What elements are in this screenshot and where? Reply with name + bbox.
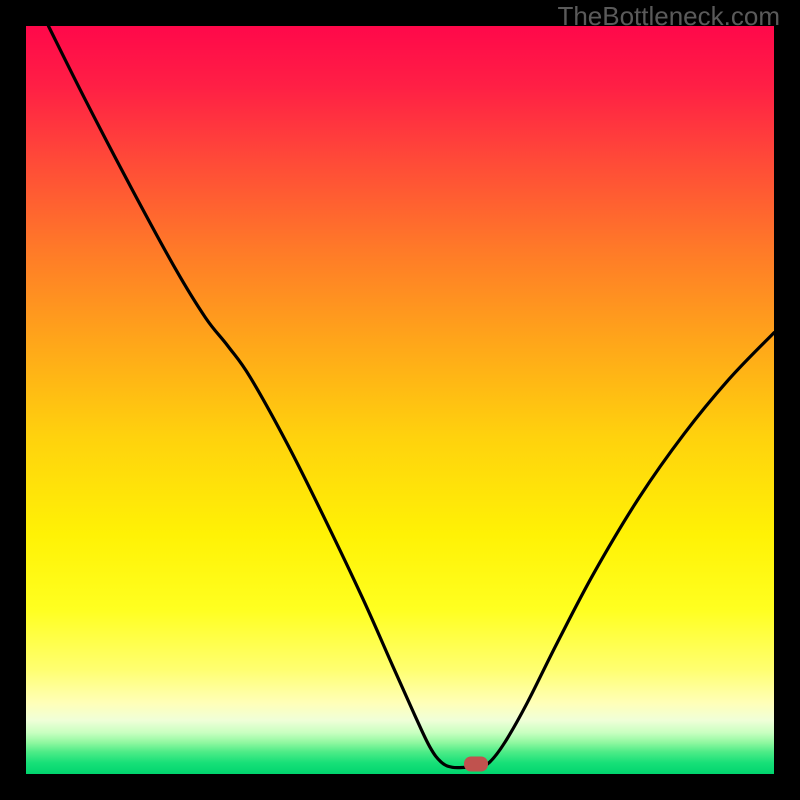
curve-svg [26, 26, 774, 774]
watermark-label: TheBottleneck.com [557, 1, 780, 32]
bottleneck-curve [48, 26, 774, 768]
plot-area [26, 26, 774, 774]
optimum-marker [464, 756, 488, 771]
